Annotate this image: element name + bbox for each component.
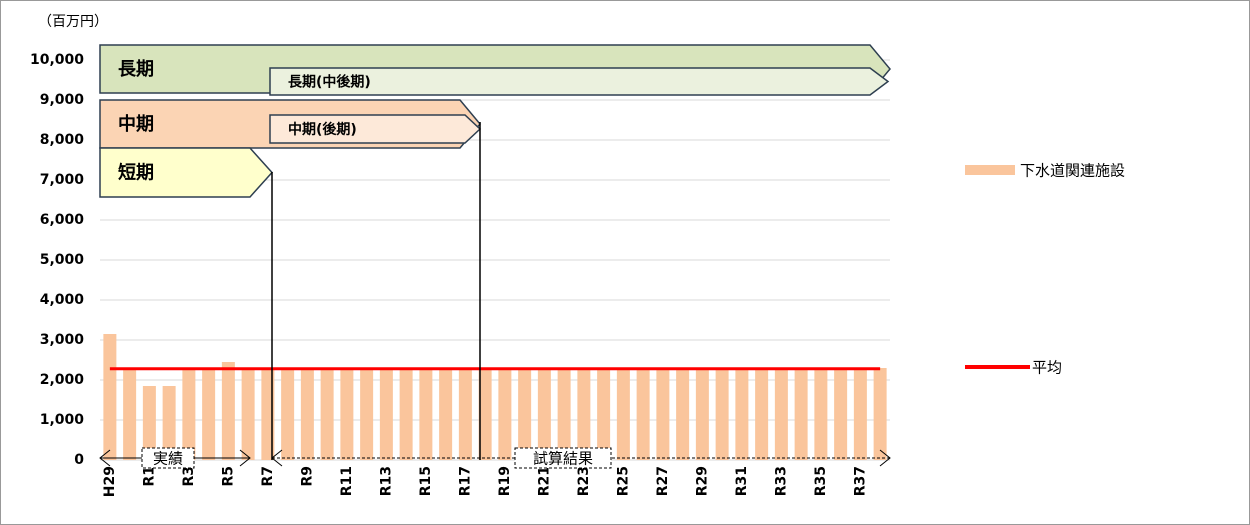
y-tick-label: 3,000 xyxy=(40,332,85,348)
bar xyxy=(814,368,828,460)
legend-label: 下水道関連施設 xyxy=(1020,162,1125,180)
bar xyxy=(379,368,393,460)
forecast-box xyxy=(514,447,612,469)
x-tick-label: R35 xyxy=(813,466,829,496)
bar xyxy=(834,368,848,460)
bar xyxy=(458,368,472,460)
actual-label: 実績 xyxy=(153,450,183,468)
bar xyxy=(478,368,492,460)
x-tick-label: R25 xyxy=(615,466,631,496)
x-tick-label: R37 xyxy=(852,466,868,496)
bar xyxy=(695,368,709,460)
mid-term-label: 中期 xyxy=(118,113,154,135)
x-tick-label: R19 xyxy=(497,466,513,496)
bar xyxy=(656,368,670,460)
x-tick-label: H29 xyxy=(102,466,118,497)
x-tick-label: R21 xyxy=(536,466,552,496)
long-term-late-shape xyxy=(269,67,890,96)
bar xyxy=(320,368,334,460)
x-tick-label: R11 xyxy=(339,466,355,496)
bar xyxy=(142,386,156,460)
x-tick-label: R33 xyxy=(773,466,789,496)
bar xyxy=(103,334,117,460)
bar xyxy=(794,368,808,460)
bar xyxy=(281,368,295,460)
bar xyxy=(439,368,453,460)
y-tick-label: 5,000 xyxy=(40,252,85,268)
legend-swatch xyxy=(965,165,1015,175)
bar xyxy=(735,368,749,460)
y-tick-label: 2,000 xyxy=(40,372,85,388)
bar xyxy=(755,368,769,460)
legend-label: 平均 xyxy=(1032,359,1062,377)
unit-label: （百万円） xyxy=(38,14,108,30)
long-term-late-label: 長期(中後期) xyxy=(288,74,371,91)
y-tick-label: 8,000 xyxy=(40,132,85,148)
x-tick-label: R17 xyxy=(457,466,473,496)
x-tick-label: R15 xyxy=(418,466,434,496)
x-tick-label: R27 xyxy=(655,466,671,496)
y-tick-label: 10,000 xyxy=(30,52,84,68)
bar xyxy=(182,368,196,460)
x-tick-label: R9 xyxy=(299,466,315,487)
bar xyxy=(241,368,255,460)
bar xyxy=(340,368,354,460)
bar xyxy=(360,368,374,460)
y-tick-label: 0 xyxy=(74,452,84,468)
y-tick-label: 1,000 xyxy=(40,412,85,428)
bar xyxy=(537,368,551,460)
y-tick-label: 9,000 xyxy=(40,92,85,108)
y-tick-label: 4,000 xyxy=(40,292,85,308)
bar xyxy=(853,368,867,460)
bar xyxy=(577,368,591,460)
short-term-label: 短期 xyxy=(118,162,154,184)
x-tick-label: R7 xyxy=(260,466,276,487)
bar xyxy=(636,368,650,460)
bar xyxy=(715,368,729,460)
y-tick-label: 6,000 xyxy=(40,212,85,228)
x-tick-label: R29 xyxy=(694,466,710,496)
bar xyxy=(221,362,235,460)
bar xyxy=(676,368,690,460)
bar xyxy=(616,368,630,460)
actual-box xyxy=(141,447,195,469)
mid-term-late-label: 中期(後期) xyxy=(288,121,357,138)
bar xyxy=(597,368,611,460)
mid-term-late-shape xyxy=(269,114,482,144)
bar xyxy=(873,368,887,460)
x-tick-label: R13 xyxy=(378,466,394,496)
x-tick-label: R31 xyxy=(734,466,750,496)
bar xyxy=(774,368,788,460)
bar xyxy=(162,386,176,460)
bar xyxy=(202,368,216,460)
bar xyxy=(518,368,532,460)
bar xyxy=(557,368,571,460)
x-tick-label: R1 xyxy=(141,466,157,487)
forecast-label: 試算結果 xyxy=(533,450,593,468)
bar xyxy=(498,368,512,460)
x-tick-label: R23 xyxy=(576,466,592,496)
short-term-shape xyxy=(99,147,274,198)
y-tick-label: 7,000 xyxy=(40,172,85,188)
bar xyxy=(399,368,413,460)
bar xyxy=(123,368,137,460)
bar xyxy=(261,368,275,460)
long-term-label: 長期 xyxy=(118,59,154,80)
x-tick-label: R3 xyxy=(181,466,197,487)
bar xyxy=(300,368,314,460)
forecast-arrow-heads xyxy=(271,449,891,467)
x-tick-label: R5 xyxy=(220,466,236,487)
bar xyxy=(419,368,433,460)
